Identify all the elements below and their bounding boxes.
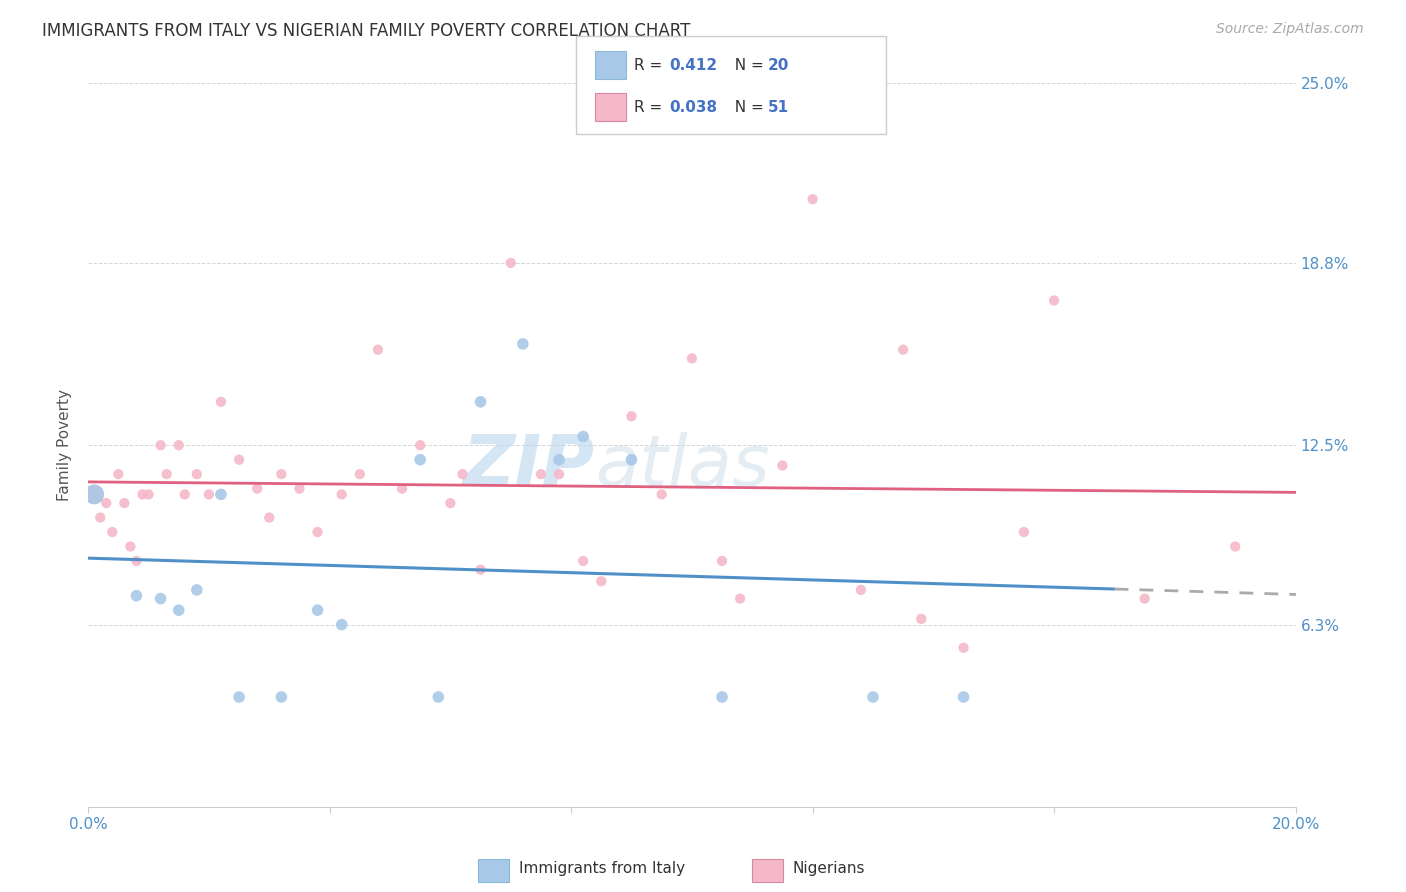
Text: 0.038: 0.038 xyxy=(669,100,717,114)
Point xyxy=(1225,540,1247,554)
Point xyxy=(849,582,872,597)
Point xyxy=(711,554,734,568)
Point xyxy=(349,467,371,482)
Text: N =: N = xyxy=(725,58,769,72)
Text: Immigrants from Italy: Immigrants from Italy xyxy=(519,862,685,876)
Point xyxy=(270,690,292,704)
Point xyxy=(651,487,673,501)
Point xyxy=(620,452,643,467)
Point xyxy=(107,467,129,482)
Point xyxy=(1133,591,1156,606)
Point xyxy=(862,690,884,704)
Point xyxy=(801,192,824,206)
Point xyxy=(728,591,751,606)
Point xyxy=(307,524,329,539)
Point xyxy=(186,467,208,482)
Point xyxy=(209,487,232,501)
Point xyxy=(548,467,571,482)
Text: R =: R = xyxy=(634,58,668,72)
Text: Source: ZipAtlas.com: Source: ZipAtlas.com xyxy=(1216,22,1364,37)
Point xyxy=(530,467,553,482)
Point xyxy=(1043,293,1066,308)
Point xyxy=(572,429,595,443)
Text: N =: N = xyxy=(725,100,769,114)
Point xyxy=(131,487,153,501)
Point xyxy=(228,452,250,467)
Text: R =: R = xyxy=(634,100,668,114)
Point xyxy=(330,617,353,632)
Point xyxy=(952,640,974,655)
Text: 20: 20 xyxy=(768,58,789,72)
Point xyxy=(96,496,118,510)
Point xyxy=(591,574,613,589)
Point xyxy=(149,591,172,606)
Point xyxy=(470,394,492,409)
Point xyxy=(198,487,221,501)
Text: IMMIGRANTS FROM ITALY VS NIGERIAN FAMILY POVERTY CORRELATION CHART: IMMIGRANTS FROM ITALY VS NIGERIAN FAMILY… xyxy=(42,22,690,40)
Point xyxy=(83,487,105,501)
Text: 0.412: 0.412 xyxy=(669,58,717,72)
Point xyxy=(307,603,329,617)
Point xyxy=(910,612,932,626)
Point xyxy=(512,337,534,351)
Text: atlas: atlas xyxy=(595,433,770,501)
Point xyxy=(246,482,269,496)
Point xyxy=(156,467,179,482)
Point xyxy=(891,343,914,357)
Point xyxy=(409,438,432,452)
Point xyxy=(391,482,413,496)
Point xyxy=(427,690,450,704)
Point xyxy=(367,343,389,357)
Text: ZIP: ZIP xyxy=(463,433,595,501)
Point xyxy=(83,487,105,501)
Text: 51: 51 xyxy=(768,100,789,114)
Point xyxy=(770,458,793,473)
Point xyxy=(952,690,974,704)
Point xyxy=(209,394,232,409)
Point xyxy=(288,482,311,496)
Point xyxy=(125,554,148,568)
Point xyxy=(548,452,571,467)
Point xyxy=(1012,524,1035,539)
Point xyxy=(711,690,734,704)
Point xyxy=(167,438,190,452)
Point xyxy=(120,540,142,554)
Point xyxy=(167,603,190,617)
Text: Nigerians: Nigerians xyxy=(793,862,866,876)
Y-axis label: Family Poverty: Family Poverty xyxy=(58,389,72,501)
Point xyxy=(101,524,124,539)
Point xyxy=(138,487,160,501)
Point xyxy=(330,487,353,501)
Point xyxy=(439,496,461,510)
Point xyxy=(470,563,492,577)
Point xyxy=(173,487,195,501)
Point xyxy=(572,554,595,568)
Point xyxy=(186,582,208,597)
Point xyxy=(499,256,522,270)
Point xyxy=(620,409,643,424)
Point xyxy=(451,467,474,482)
Point xyxy=(270,467,292,482)
Point xyxy=(409,452,432,467)
Point xyxy=(149,438,172,452)
Point xyxy=(259,510,281,524)
Point xyxy=(125,589,148,603)
Point xyxy=(228,690,250,704)
Point xyxy=(89,510,111,524)
Point xyxy=(681,351,703,366)
Point xyxy=(112,496,135,510)
